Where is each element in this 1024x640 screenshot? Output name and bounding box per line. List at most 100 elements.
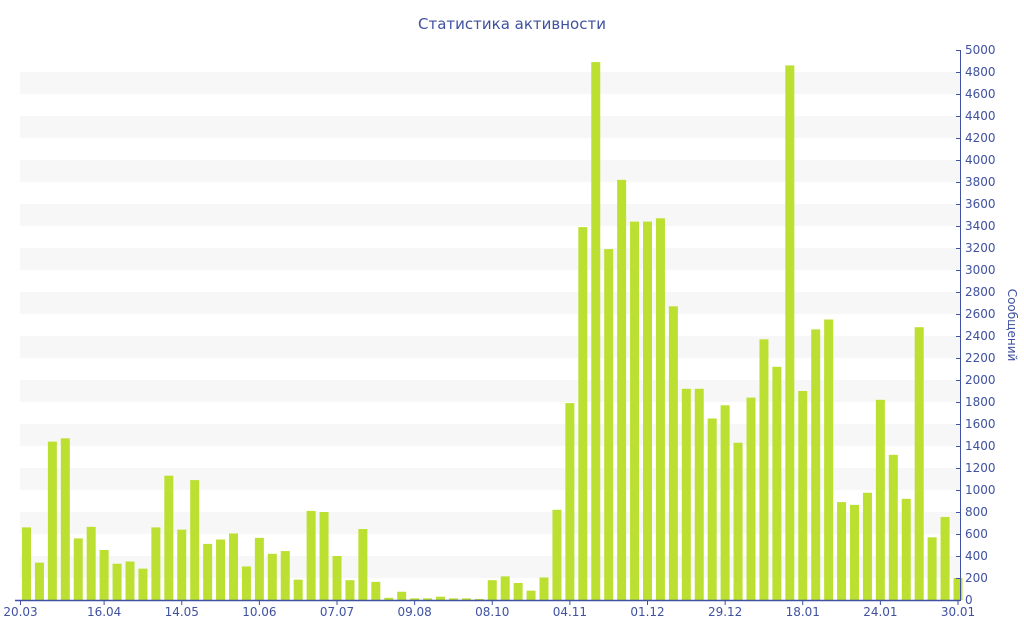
x-tick-label: 20.03 [3,605,37,619]
bar [358,529,368,600]
bar [914,327,924,600]
bar [345,580,355,600]
bar [461,598,471,600]
bar [60,438,70,600]
bar [306,510,316,600]
bar [694,388,704,600]
grid-band [20,160,960,182]
y-tick-label: 3800 [965,175,996,189]
bar [681,388,691,600]
bar [927,537,937,600]
bar [513,582,523,600]
bar [630,221,640,600]
y-tick-label: 0 [965,593,973,607]
grid-band [20,380,960,402]
bar [22,527,31,600]
bar [241,566,251,600]
y-tick-label: 4200 [965,131,996,145]
bar [229,533,238,600]
x-tick-label: 14.05 [165,605,199,619]
bar [216,539,226,600]
bar [953,578,963,600]
y-tick-label: 800 [965,505,988,519]
bar [164,475,174,600]
grid-band [20,116,960,138]
bar [591,62,601,601]
y-tick-label: 1200 [965,461,996,475]
x-tick-label: 09.08 [397,605,431,619]
bar [423,598,433,600]
bar [293,579,303,600]
y-tick-label: 4600 [965,87,996,101]
bar [138,568,148,600]
grid-band [20,204,960,226]
bar [254,537,264,600]
bar [151,527,161,600]
y-tick-label: 2600 [965,307,996,321]
x-tick-label: 01.12 [630,605,664,619]
bar [112,563,122,600]
bar [539,577,549,600]
bar [410,598,420,600]
y-tick-label: 3000 [965,263,996,277]
bar [733,442,743,600]
y-tick-label: 3200 [965,241,996,255]
bar [901,498,911,600]
bar [746,397,756,600]
y-tick-label: 4000 [965,153,996,167]
y-tick-label: 4400 [965,109,996,123]
y-tick-label: 2400 [965,329,996,343]
bar [811,329,821,600]
y-tick-label: 600 [965,527,988,541]
bar [604,249,614,600]
bar [772,366,782,600]
x-tick-label: 24.01 [863,605,897,619]
bar [86,526,96,600]
bar [47,441,57,600]
bar [785,65,795,600]
bar [500,576,510,600]
bar [319,512,329,600]
bar [837,502,847,600]
grid-band [20,72,960,94]
bar [190,480,200,600]
bar [552,509,562,600]
bar [707,418,717,600]
bar [34,562,44,600]
bar [798,391,808,600]
grid-band [20,336,960,358]
bar [850,504,859,600]
y-tick-label: 1000 [965,483,996,497]
bar [487,580,497,600]
bar [436,596,445,600]
y-tick-label: 4800 [965,65,996,79]
bar [617,179,627,601]
chart-title: Статистика активности [418,15,606,33]
x-tick-label: 18.01 [786,605,820,619]
bar [99,549,109,600]
bar [940,516,950,600]
bar [862,492,872,600]
bar [565,403,575,600]
grid-band [20,292,960,314]
x-tick-label: 29.12 [708,605,742,619]
y-tick-label: 2000 [965,373,996,387]
y-axis-title: Сообщений [1005,289,1019,362]
bar [655,218,665,601]
bar [526,590,536,600]
y-tick-label: 1800 [965,395,996,409]
bar [280,551,290,600]
x-tick-label: 16.04 [87,605,121,619]
bar [448,598,458,600]
x-tick-label: 04.11 [553,605,587,619]
bar [384,597,394,600]
x-tick-label: 10.06 [242,605,276,619]
y-tick-label: 1400 [965,439,996,453]
x-tick-label: 07.07 [320,605,354,619]
bar [177,529,187,600]
bar [578,227,588,600]
bar [73,538,83,600]
bar [888,454,898,600]
bar [824,319,834,600]
